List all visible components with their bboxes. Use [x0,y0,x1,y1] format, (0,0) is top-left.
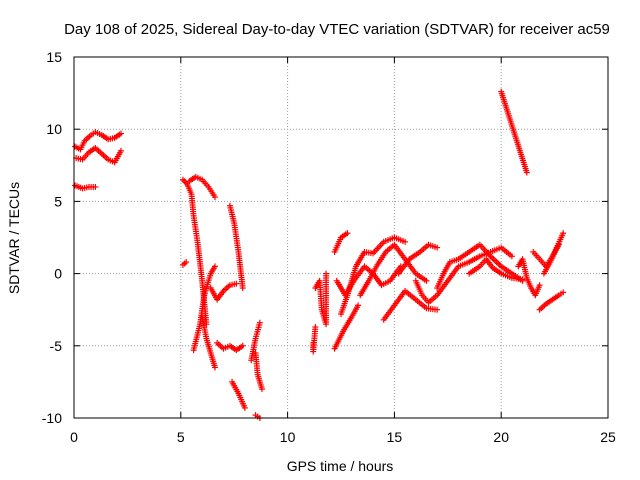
data-point [239,285,246,292]
x-axis-label: GPS time / hours [287,458,394,474]
data-point [434,306,441,313]
chart-title: Day 108 of 2025, Sidereal Day-to-day VTE… [64,21,610,38]
data-point [523,169,530,176]
data-point [560,289,567,296]
data-point [117,130,124,137]
y-axis-label: SDTVAR / TECUs [6,182,22,294]
data-point [211,364,218,371]
x-tick-label: 25 [600,429,616,445]
data-point [312,324,319,331]
y-tick-label: 0 [54,266,62,282]
x-tick-label: 0 [70,429,78,445]
data-point [233,280,240,287]
data-point [211,263,218,270]
x-tick-label: 10 [280,429,296,445]
data-point [536,282,543,289]
y-tick-label: -5 [50,338,63,354]
y-tick-label: -10 [42,410,62,426]
data-point [211,194,218,201]
data-point [519,276,526,283]
data-point [117,147,124,154]
data-point [258,386,265,393]
y-tick-label: 10 [46,121,62,137]
data-point [256,319,263,326]
grid-lines [74,57,608,418]
data-points [72,88,567,421]
y-tick-label: 5 [54,193,62,209]
plot-frame [73,56,609,419]
x-tick-label: 15 [387,429,403,445]
data-point [402,238,409,245]
data-point [239,342,246,349]
data-point [434,244,441,251]
y-tick-label: 15 [46,49,62,65]
data-point [560,230,567,237]
data-point [423,277,430,284]
data-point [555,241,562,248]
data-point [508,253,515,260]
axis-ticks: 0 5 10 15 20 25 -10 -5 0 5 10 15 [42,49,616,445]
data-point [355,302,362,309]
data-point [241,404,248,411]
data-point [92,183,99,190]
x-tick-label: 5 [177,429,185,445]
data-point [323,270,330,277]
x-tick-label: 20 [493,429,509,445]
data-point [344,230,351,237]
data-point [183,259,190,266]
